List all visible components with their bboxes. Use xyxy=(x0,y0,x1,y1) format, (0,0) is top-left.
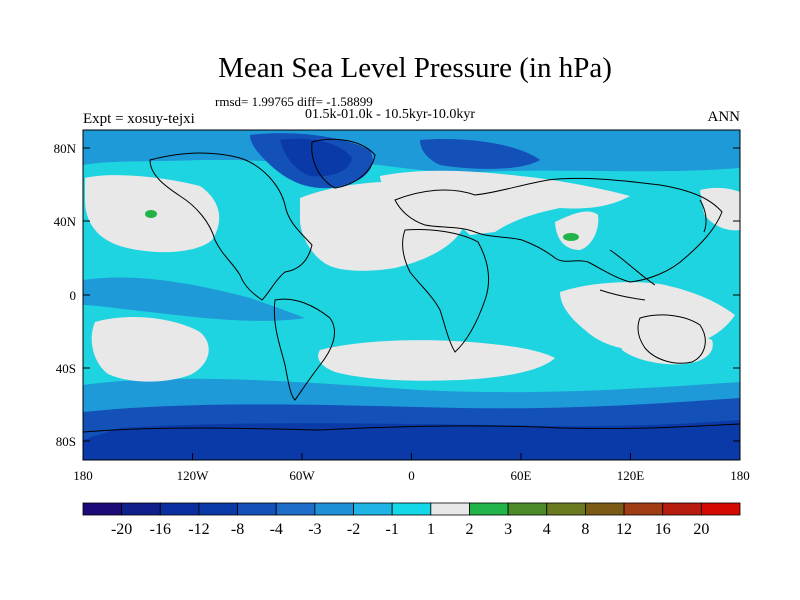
longitude-axis: 180 120W 60W 0 60E 120E 180 xyxy=(73,453,750,483)
colorbar-swatch xyxy=(198,502,238,516)
green-patch-tibet xyxy=(563,233,579,241)
colorbar-swatch xyxy=(662,502,702,516)
africa-outline xyxy=(402,229,489,353)
colorbar-swatch xyxy=(623,502,664,516)
colorbar-swatch xyxy=(353,502,393,516)
colorbar-label: -20 xyxy=(111,521,132,538)
colorbar-labels: -20 -16 -12 -8 -4 -3 -2 -1 1 2 3 4 8 12 16 20 xyxy=(111,521,709,538)
lon-label-180-east: 180 xyxy=(730,468,750,483)
colorbar-swatch xyxy=(700,502,741,516)
colorbar-swatch xyxy=(159,502,200,516)
rmsd-diff-stats: rmsd= 1.99765 diff= -1.58899 xyxy=(215,94,373,109)
maritime-continent-outline xyxy=(599,249,656,301)
colorbar-label: 20 xyxy=(693,521,709,538)
season-label: ANN xyxy=(707,109,741,125)
colorbar-label: 8 xyxy=(581,521,589,538)
south-america-outline xyxy=(273,298,335,401)
colorbar-swatch xyxy=(237,502,277,516)
colorbar-label: -16 xyxy=(150,521,171,538)
lat-label-80s: 80S xyxy=(56,434,76,449)
colorbar xyxy=(82,502,741,516)
colorbar-swatch xyxy=(585,502,625,516)
greenland-low-core xyxy=(280,138,352,177)
colorbar-label: 12 xyxy=(616,521,632,538)
pacific-blue-tongue xyxy=(83,277,305,321)
latitude-axis: 80N 40N 0 40S 80S xyxy=(54,141,740,449)
period-label: 01.5k-01.0k - 10.5kyr-10.0kyr xyxy=(305,107,476,122)
eurasia-outline xyxy=(394,177,723,283)
arctic-band xyxy=(83,130,740,173)
lon-label-60w: 60W xyxy=(289,468,315,483)
south-pacific-neutral xyxy=(91,317,209,382)
colorbar-swatch xyxy=(546,502,586,516)
colorbar-label: -2 xyxy=(347,521,360,538)
colorbar-label: -8 xyxy=(231,521,244,538)
coastlines xyxy=(83,138,740,433)
lat-label-40n: 40N xyxy=(54,214,77,229)
lon-label-120w: 120W xyxy=(177,468,210,483)
colorbar-swatch xyxy=(82,502,123,516)
colorbar-label: 3 xyxy=(504,521,512,538)
colorbar-swatch xyxy=(121,502,161,516)
colorbar-label: 1 xyxy=(427,521,435,538)
lon-label-60e: 60E xyxy=(511,468,532,483)
australia-neutral xyxy=(620,329,713,365)
colorbar-swatch xyxy=(507,502,548,516)
experiment-label: Expt = xosuy-tejxi xyxy=(83,111,195,127)
pressure-field xyxy=(83,130,740,460)
south-atlantic-neutral xyxy=(318,340,555,381)
green-patch-pacific xyxy=(145,210,157,218)
colorbar-label: 2 xyxy=(465,521,473,538)
lat-label-40s: 40S xyxy=(56,361,76,376)
colorbar-swatch xyxy=(275,502,316,516)
lon-label-0: 0 xyxy=(408,468,415,483)
colorbar-label: -12 xyxy=(188,521,209,538)
colorbar-label: -4 xyxy=(270,521,283,538)
lat-label-80n: 80N xyxy=(54,141,77,156)
colorbar-swatch xyxy=(314,502,354,516)
colorbar-label: -3 xyxy=(308,521,321,538)
antarctica-outline xyxy=(83,423,740,433)
colorbar-label: 4 xyxy=(543,521,551,538)
plot-title: Mean Sea Level Pressure (in hPa) xyxy=(218,52,612,84)
tibet-neutral xyxy=(555,211,599,250)
eurasia-neutral xyxy=(380,170,630,235)
lon-label-120e: 120E xyxy=(617,468,645,483)
colorbar-label: 16 xyxy=(655,521,671,538)
japan-outline xyxy=(699,199,707,233)
lon-label-180-west: 180 xyxy=(73,468,93,483)
antarctic-darkest-band xyxy=(83,420,740,460)
greenland-outline xyxy=(311,138,376,189)
colorbar-swatch xyxy=(469,502,509,516)
nw-pacific-neutral xyxy=(700,187,740,231)
colorbar-swatch xyxy=(391,502,432,516)
north-america-outline xyxy=(149,152,313,301)
lat-label-0: 0 xyxy=(70,288,77,303)
barents-low xyxy=(420,139,540,169)
colorbar-swatch xyxy=(430,502,470,516)
australia-outline xyxy=(637,314,706,364)
colorbar-label: -1 xyxy=(386,521,399,538)
